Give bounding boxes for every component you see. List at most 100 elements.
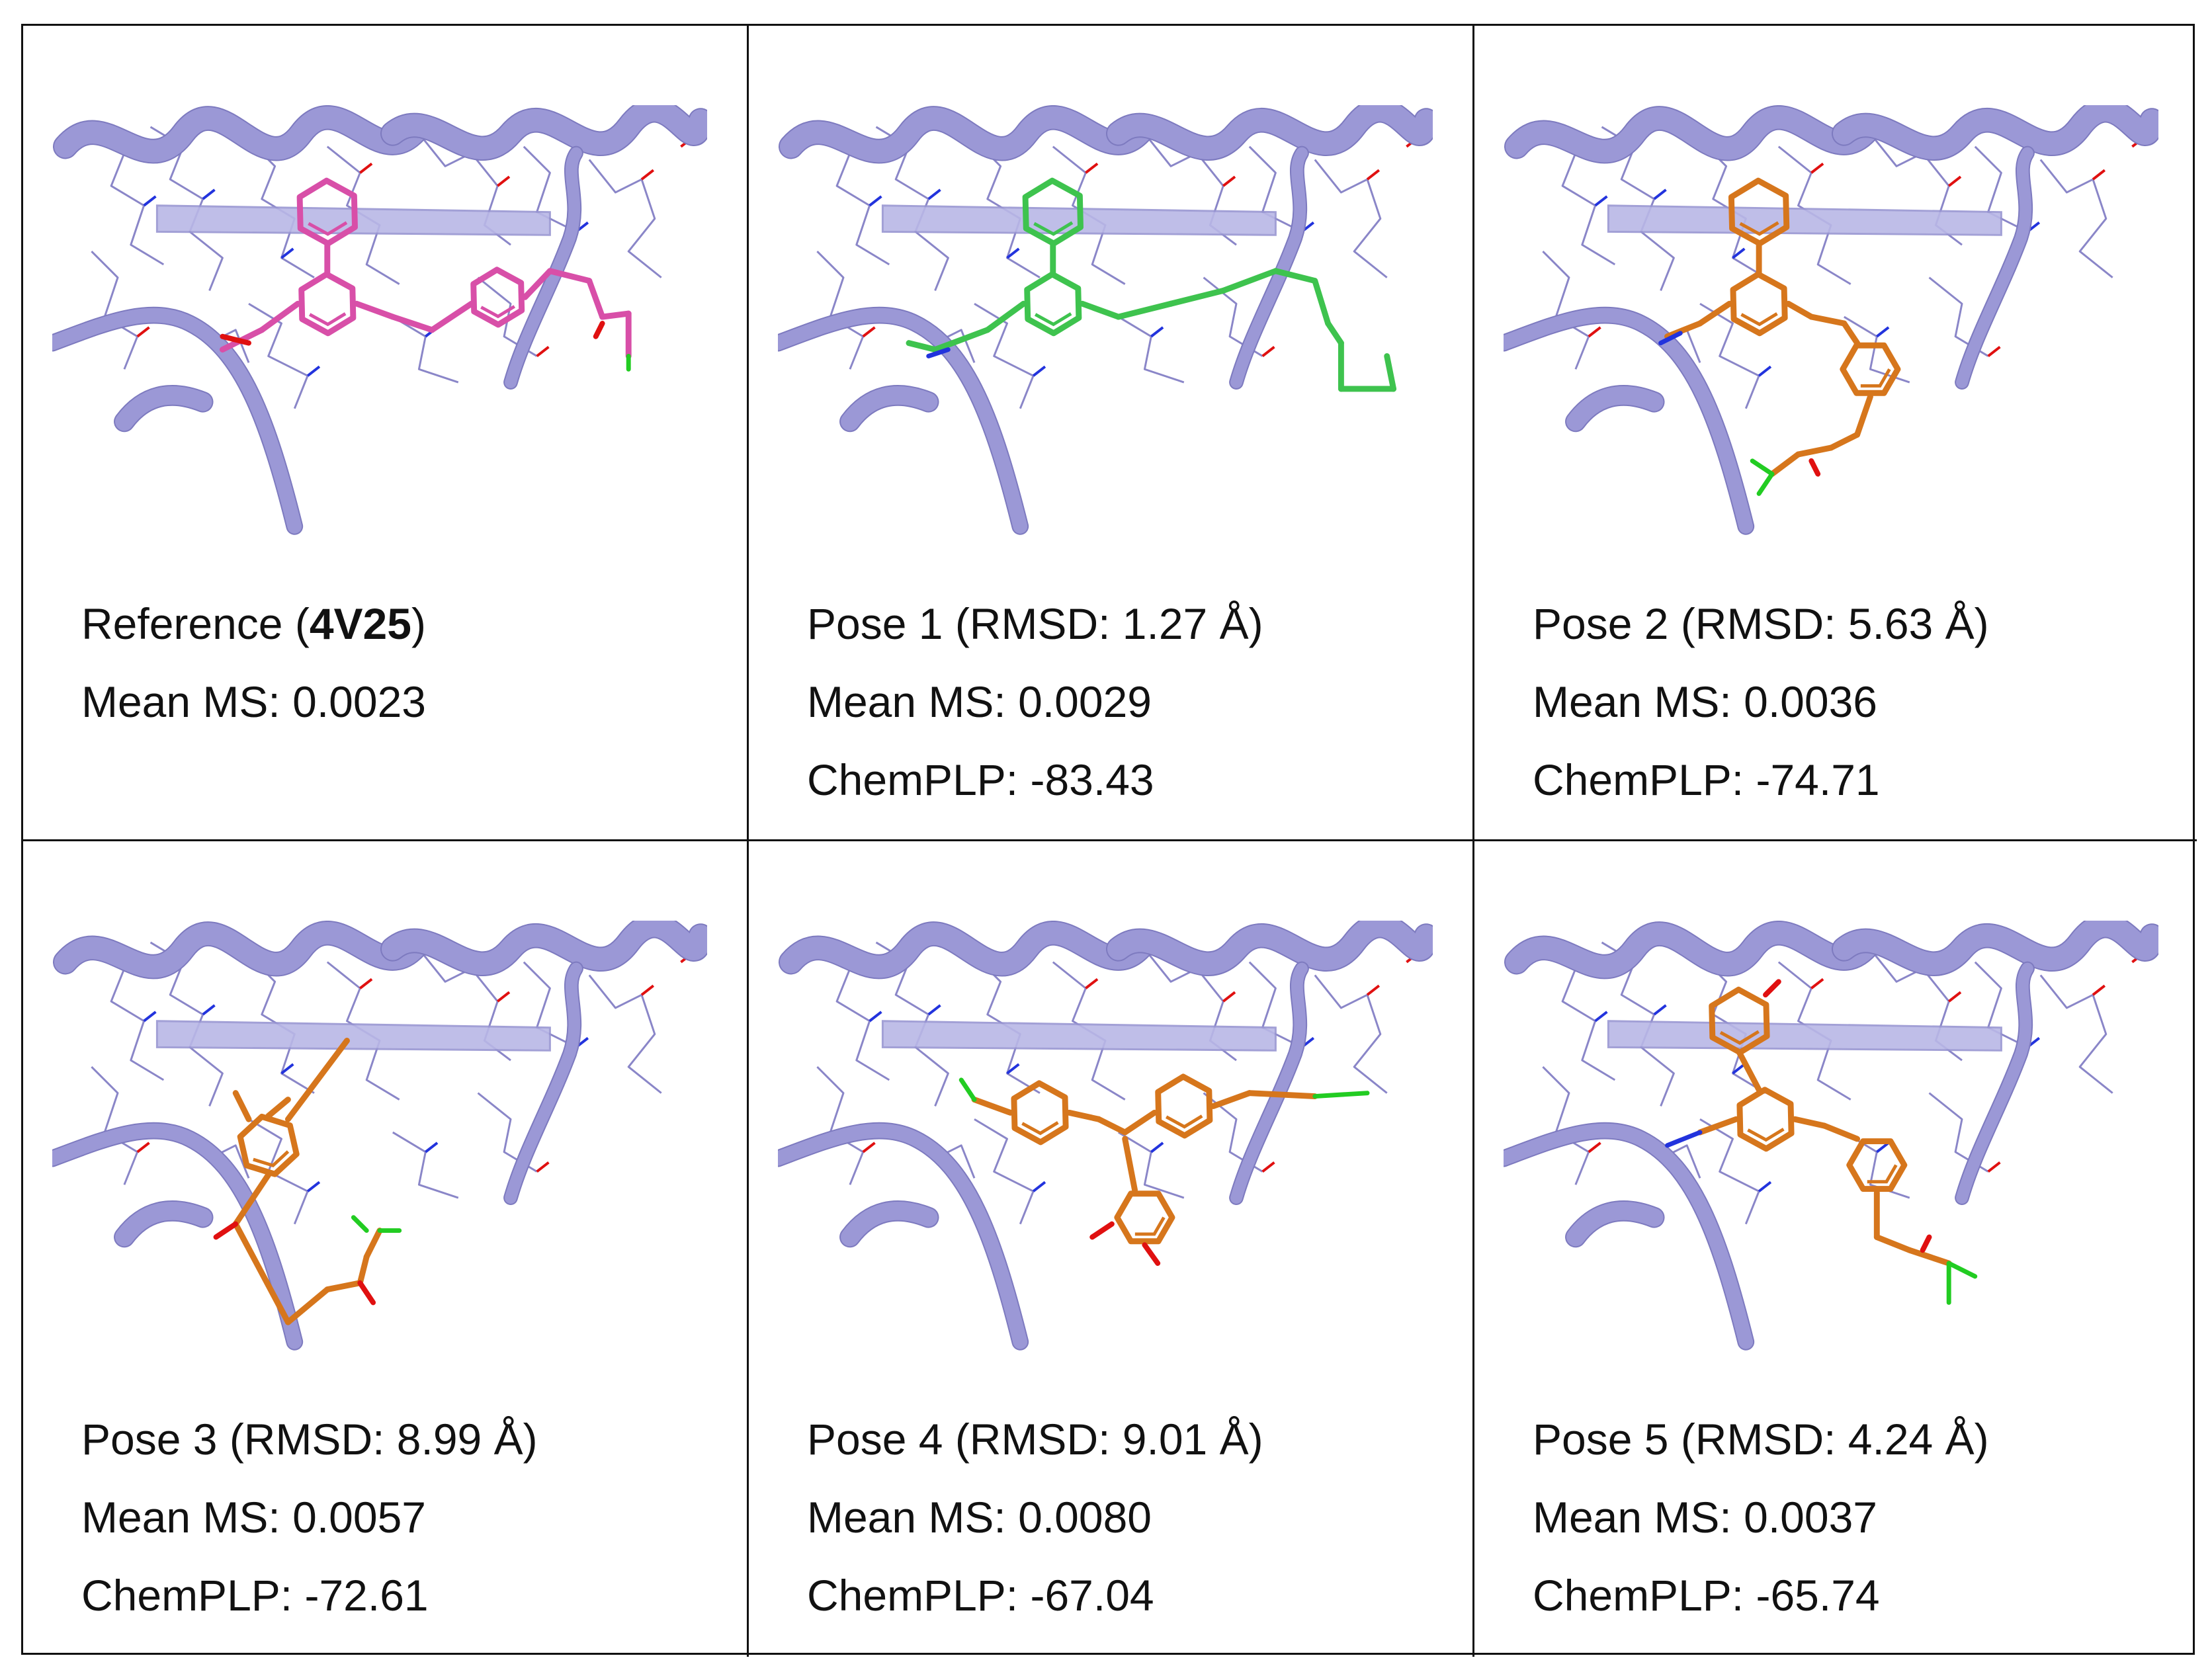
panel-pose-1: Pose 1 (RMSD: 1.27 Å) Mean MS: 0.0029 Ch… [749,26,1474,841]
ligand-bond [213,1221,239,1240]
aromatic-ring [1024,271,1082,337]
aromatic-ring [1114,1190,1175,1245]
ligand-bond [932,327,991,353]
pose-label: Reference (4V25) [81,599,426,648]
ribbon [52,1123,302,1349]
ribbon [1504,308,1754,534]
oxygen-atom [1085,978,1099,989]
protein-ligand-render [1504,921,2158,1351]
pose-label: Pose 4 (RMSD: 9.01 Å) [807,1415,1263,1464]
ligand-bond [1736,1049,1762,1093]
ribbon [1107,105,1433,159]
ligand-bond [220,333,251,346]
beta-strand [155,1020,551,1052]
ligand-bond [1946,1261,1978,1279]
mean-ms: Mean MS: 0.0023 [81,677,426,726]
nitrogen-atom [927,188,941,200]
oxygen-atom [640,984,655,996]
ribbon [115,1202,212,1247]
ligand-bond [390,313,435,333]
nitrogen-atom [425,1142,439,1153]
chemplp-score: ChemPLP: -74.71 [1533,755,1880,804]
ligand-bond [926,347,951,358]
nitrogen-atom [1653,1004,1667,1016]
ligand-bond [1841,320,1861,347]
caption: Pose 3 (RMSD: 8.99 Å) Mean MS: 0.0057 Ch… [81,1400,538,1634]
oxygen-atom [359,162,373,174]
ligand-bond [1750,458,1775,477]
oxygen-atom [1222,175,1236,187]
oxygen-atom [862,326,876,338]
ligand-bond [1095,1116,1128,1136]
caption: Pose 2 (RMSD: 5.63 Å) Mean MS: 0.0036 Ch… [1533,585,1989,819]
ligand-bond [1142,1242,1161,1267]
ring-bond [308,312,347,327]
mean-ms: Mean MS: 0.0036 [1533,677,1877,726]
residue-wire [2039,974,2113,1094]
ribbon [52,308,302,534]
ligand-bond [1122,1136,1138,1193]
nitrogen-atom [202,188,216,200]
oxygen-atom [536,346,550,358]
ligand-bond [1066,1109,1102,1122]
caption: Reference (4V25) Mean MS: 0.0023 [81,585,426,741]
ligand-bond [593,320,605,339]
ring-bond [480,305,516,319]
aromatic-ring [1846,1138,1908,1192]
nitrogen-atom [1594,195,1608,207]
ligand-bond [265,1097,291,1119]
oxygen-atom [1987,346,2001,358]
ribbon [1956,962,2033,1204]
protein-ligand-render [52,105,707,535]
oxygen-atom [1947,991,1962,1003]
aromatic-ring [1840,342,1901,396]
oxygen-atom [2092,169,2106,181]
residue-wire [1118,1131,1185,1199]
oxygen-atom [359,978,373,989]
caption: Pose 5 (RMSD: 4.24 Å) Mean MS: 0.0037 Ch… [1533,1400,1989,1634]
residue-wire [1699,302,1760,409]
ligand-bond [1312,278,1332,327]
ribbon [54,922,431,978]
figure-grid: Reference (4V25) Mean MS: 0.0023 Pose 1 … [21,24,2197,1657]
ligand-bond [1665,1130,1703,1148]
chemplp-score: ChemPLP: -72.61 [81,1571,429,1620]
ring-bond [1860,368,1891,388]
caption: Pose 1 (RMSD: 1.27 Å) Mean MS: 0.0029 Ch… [807,585,1263,819]
oxygen-atom [1222,991,1236,1003]
ligand-bond [984,300,1027,333]
oxygen-atom [1987,1161,2001,1173]
oxygen-atom [136,1142,150,1153]
residue-wire [392,1131,459,1199]
ligand-bond [1792,1116,1828,1129]
ribbon [1956,147,2033,388]
ligand-bond [1115,300,1174,320]
chemplp-score: ChemPLP: -83.43 [807,755,1154,804]
mean-ms: Mean MS: 0.0029 [807,677,1152,726]
ligand-bond [324,1280,363,1293]
oxygen-atom [1588,1142,1601,1153]
ligand-bond [284,1286,331,1325]
pose-label: Pose 2 (RMSD: 5.63 Å) [1533,599,1989,648]
oxygen-atom [496,991,511,1003]
nitrogen-atom [1594,1011,1608,1023]
chemplp-score: ChemPLP: -65.74 [1533,1571,1880,1620]
pdb-id: 4V25 [309,599,411,648]
ligand-bond [1756,472,1775,496]
ring-bond [1739,221,1779,236]
ligand-bond [1122,1109,1158,1136]
docking-image [778,105,1433,535]
ribbon [1505,922,1882,978]
nitrogen-atom [280,1063,294,1075]
docking-image [52,921,707,1351]
ring-bond [1867,1164,1898,1184]
nitrogen-atom [143,1011,157,1023]
ligand-bond [1210,1090,1253,1109]
ligand-bond [1873,1233,1913,1253]
beta-strand [1607,1020,2002,1052]
ligand-bond [1220,268,1279,294]
ligand-bond [1828,431,1861,451]
ligand-bond [351,1215,369,1233]
docking-image [1504,105,2158,535]
ribbon [1832,921,2158,975]
